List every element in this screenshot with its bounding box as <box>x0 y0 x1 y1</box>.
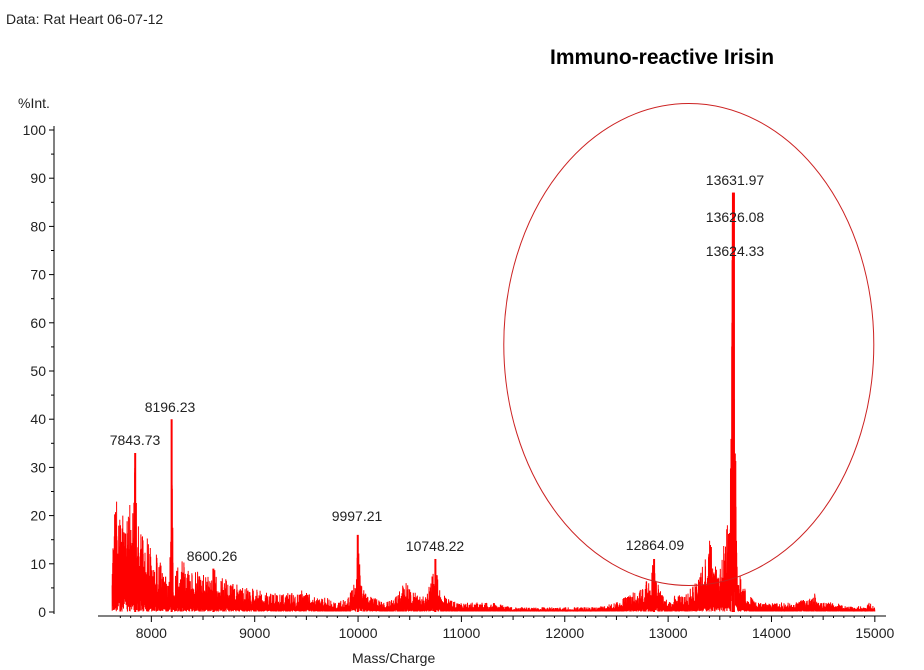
chart-title: Immuno-reactive Irisin <box>550 46 774 69</box>
x-tick-label: 8000 <box>136 625 167 641</box>
y-tick-label: 90 <box>30 170 46 186</box>
x-tick-label: 15000 <box>855 625 894 641</box>
peak-label: 10748.22 <box>406 538 465 554</box>
peak-label: 13626.08 <box>706 209 765 225</box>
y-tick-label: 30 <box>30 459 46 475</box>
y-tick-label: 40 <box>30 411 46 427</box>
x-tick-label: 14000 <box>752 625 791 641</box>
y-tick-label: 70 <box>30 267 46 283</box>
axes: 0 10 20 30 40 50 60 70 80 90 100 8000 9000 10000 11000… <box>23 122 895 641</box>
x-tick-label: 9000 <box>239 625 270 641</box>
x-tick-label: 11000 <box>442 625 480 641</box>
spectrum-series <box>111 192 876 612</box>
highlight-ellipse <box>503 102 875 586</box>
peak-label: 7843.73 <box>110 432 161 448</box>
x-tick-label: 13000 <box>649 625 688 641</box>
y-tick-label: 100 <box>23 122 47 138</box>
y-tick-label: 0 <box>38 604 46 620</box>
y-tick-label: 50 <box>30 363 46 379</box>
y-axis-label: %Int. <box>18 95 50 111</box>
x-axis-label: Mass/Charge <box>352 650 435 666</box>
x-tick-label: 10000 <box>339 625 378 641</box>
x-tick-label: 12000 <box>545 625 584 641</box>
y-tick-label: 20 <box>30 508 46 524</box>
peak-label: 13624.33 <box>706 243 765 259</box>
peak-label: 12864.09 <box>626 537 685 553</box>
peak-label: 13631.97 <box>706 172 765 188</box>
y-tick-label: 10 <box>30 556 46 572</box>
y-tick-label: 60 <box>30 315 46 331</box>
peak-label: 9997.21 <box>332 508 383 524</box>
peak-label: 8196.23 <box>145 399 196 415</box>
peak-labels: 7843.73 8196.23 8600.26 9997.21 10748.22 1286… <box>110 172 765 564</box>
spectrum-trace <box>111 322 876 612</box>
data-caption: Data: Rat Heart 06-07-12 <box>6 11 163 27</box>
peak-label: 8600.26 <box>187 548 238 564</box>
y-tick-label: 80 <box>30 218 46 234</box>
annotation-layer <box>503 102 875 586</box>
